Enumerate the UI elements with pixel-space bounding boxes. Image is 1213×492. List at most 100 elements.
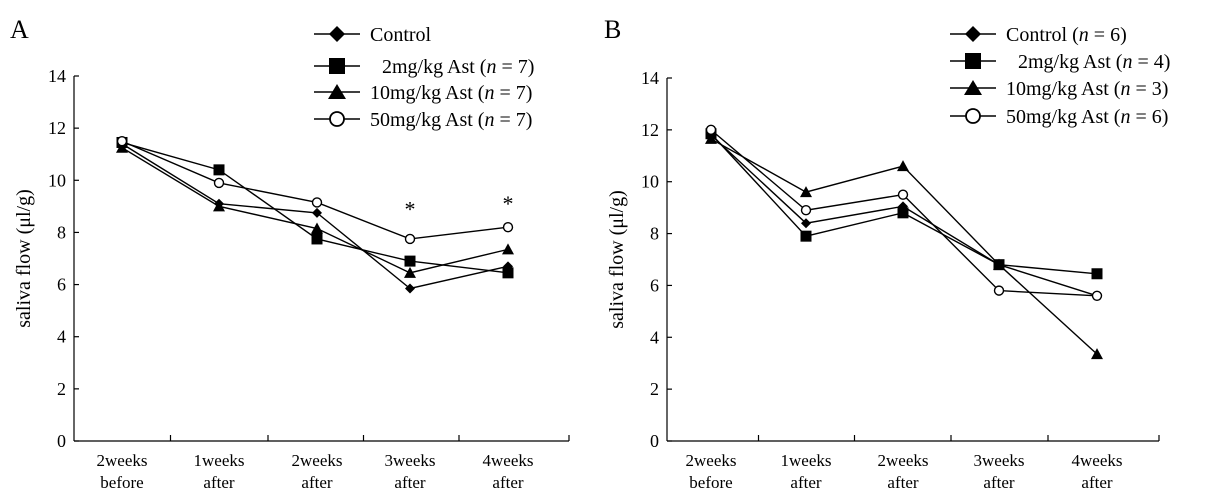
data-point [1091,348,1103,360]
data-point [116,141,128,153]
data-point [311,197,323,208]
data-point [705,132,717,144]
y-tick-label: 8 [650,224,659,244]
series-line [710,138,1098,355]
x-tick-label: after [203,473,234,492]
legend-paren: ( [473,109,485,131]
y-tick-label: 14 [641,68,659,88]
data-point [993,258,1005,270]
legend-n-symbol: n [484,109,494,131]
x-tick-label: 2weeks [878,451,929,470]
legend-n-value: 6 [1110,24,1120,46]
x-tick-label: after [887,473,918,492]
legend-equals: = [494,109,515,131]
data-point [213,200,225,212]
legend-equals: = [494,82,515,104]
legend-paren: ) [526,109,533,131]
x-tick-label: 4weeks [483,451,534,470]
x-tick-label: before [689,473,732,492]
data-point [897,160,909,172]
data-point [311,233,323,245]
y-tick-label: 2 [57,379,66,399]
data-point [116,135,128,147]
x-tick-label: after [983,473,1014,492]
chart-panel-b: B 0 2 4 6 8 10 12 14 saliva flow (μl/g) 2weeks befo… [604,15,1170,492]
data-point [311,222,323,234]
series-line [121,141,509,274]
legend-paren: ( [1067,24,1079,46]
legend-series-name: 10mg/kg Ast [1006,78,1109,100]
legend-paren: ( [475,56,487,78]
legend-series-name: 2mg/kg Ast [1018,51,1111,73]
legend-equals: = [1130,106,1151,128]
legend-marker [328,84,346,99]
x-tick-label: 1weeks [194,451,245,470]
data-point [1091,290,1103,301]
data-point [705,124,717,136]
x-tick-label: 3weeks [385,451,436,470]
legend-n-value: 6 [1152,106,1162,128]
legend-entry: 50mg/kg Ast (n = 7) [370,109,532,131]
x-tick-label: after [1081,473,1112,492]
legend-n-value: 7 [518,56,528,78]
data-point [800,205,812,216]
legend-marker [329,58,345,74]
legend-paren: ( [1109,106,1121,128]
data-point [405,283,415,294]
x-tick-label: 2weeks [97,451,148,470]
legend-paren: ) [1164,51,1171,73]
legend-equals: = [496,56,517,78]
data-point [404,233,416,245]
legend-equals: = [1132,51,1153,73]
series-triangle [116,141,514,278]
significance-marker: * [405,196,416,221]
series-triangle [705,132,1103,360]
data-point [502,222,514,233]
legend-entry: 10mg/kg Ast (n = 7) [370,82,532,104]
x-tick-label: before [100,473,143,492]
legend-n-symbol: n [486,56,496,78]
x-tick-label: 3weeks [974,451,1025,470]
data-point [801,218,811,229]
x-tick-label: 2weeks [686,451,737,470]
data-point [800,186,812,198]
data-point [213,177,225,189]
series-diamond [117,138,513,294]
y-tick-label: 10 [641,172,659,192]
legend-series-name: 2mg/kg Ast [382,56,475,78]
legend-paren: ) [526,82,533,104]
significance-marker: * [503,191,514,216]
x-tick-label: 2weeks [292,451,343,470]
x-tick-label: 1weeks [781,451,832,470]
legend-marker [964,80,982,95]
y-tick-label: 4 [57,327,66,347]
data-point [502,267,514,279]
data-point [502,243,514,255]
data-point [1091,268,1103,280]
legend-paren: ) [1162,78,1169,100]
x-tick-label: after [301,473,332,492]
panel-label: B [604,15,621,44]
legend-n-symbol: n [1079,24,1089,46]
legend-n-symbol: n [1122,51,1132,73]
legend-n-symbol: n [484,82,494,104]
legend-paren: ) [1120,24,1127,46]
series-line [121,140,509,240]
legend-n-symbol: n [1120,106,1130,128]
y-tick-label: 2 [650,379,659,399]
y-tick-label: 12 [48,118,66,138]
x-tick-label: 4weeks [1072,451,1123,470]
data-point [312,207,322,218]
y-tick-label: 0 [57,431,66,451]
legend-paren: ( [1109,78,1121,100]
legend-paren: ) [528,56,535,78]
legend-series-name: Control [1006,24,1068,46]
panel-label: A [10,15,29,44]
legend-paren: ( [1111,51,1123,73]
legend-n-value: 7 [516,109,526,131]
y-tick-label: 6 [57,275,66,295]
y-tick-label: 14 [48,66,66,86]
x-tick-label: after [394,473,425,492]
legend-marker [329,111,345,127]
